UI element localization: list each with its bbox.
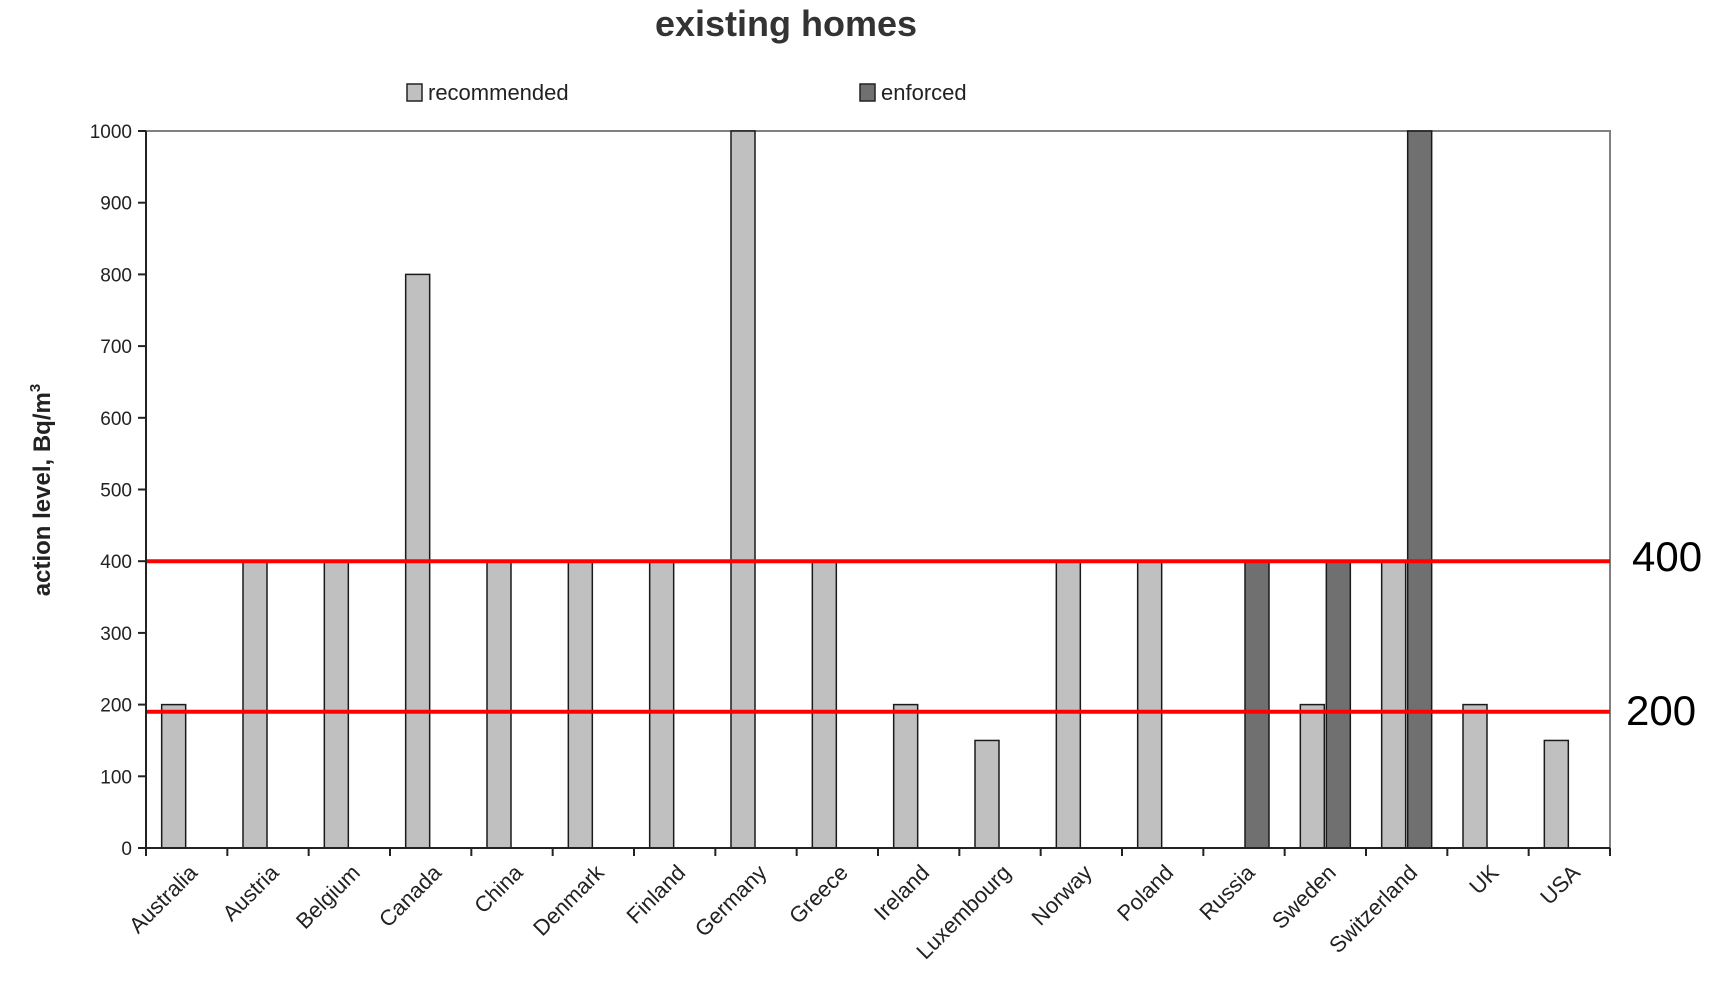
legend-swatch-enforced <box>859 83 876 102</box>
x-category-label: Germany <box>690 860 772 942</box>
bar-recommended-austria <box>242 560 268 849</box>
y-tick-label: 400 <box>100 552 132 573</box>
y-tick-label: 200 <box>100 696 132 717</box>
y-tick-label: 300 <box>100 624 132 645</box>
bar-enforced-russia <box>1244 560 1270 849</box>
y-tick-label: 600 <box>100 409 132 430</box>
y-axis-title-superscript: 3 <box>27 384 44 392</box>
legend-label-enforced: enforced <box>881 80 967 105</box>
bar-recommended-norway <box>1055 560 1082 849</box>
x-category-label: Ireland <box>869 860 934 925</box>
y-tick-label: 100 <box>100 767 132 788</box>
legend: recommended enforced <box>406 80 967 105</box>
reference-label-200: 200 <box>1626 687 1696 734</box>
x-category-label: Poland <box>1112 860 1178 926</box>
bar-recommended-china <box>486 560 512 849</box>
bar-recommended-belgium <box>323 560 350 849</box>
reference-label-400: 400 <box>1632 533 1702 580</box>
x-category-label: Belgium <box>291 860 365 934</box>
x-category-label: Greece <box>784 860 853 929</box>
x-category-label: Austria <box>217 859 284 926</box>
x-category-label: Finland <box>622 860 691 929</box>
bar-recommended-switzerland <box>1380 560 1407 849</box>
bar-recommended-sweden <box>1299 703 1326 849</box>
bar-recommended-luxembourg <box>974 739 1000 849</box>
x-category-label: UK <box>1464 860 1504 900</box>
bar-enforced-switzerland <box>1406 130 1433 849</box>
x-category-label: Switzerland <box>1324 860 1422 958</box>
bar-recommended-australia <box>160 703 187 849</box>
bars <box>160 130 1570 849</box>
x-category-label: China <box>469 859 528 918</box>
bar-enforced-sweden <box>1325 560 1352 849</box>
x-category-label: Denmark <box>528 859 609 940</box>
bar-recommended-finland <box>648 560 675 849</box>
bar-recommended-poland <box>1136 560 1163 849</box>
x-category-label: Russia <box>1194 859 1260 925</box>
bar-recommended-ireland <box>892 703 919 849</box>
legend-swatch-recommended <box>406 83 423 102</box>
y-tick-label: 900 <box>100 194 132 215</box>
bar-recommended-denmark <box>567 560 594 849</box>
x-category-label: Sweden <box>1267 860 1341 934</box>
x-category-label: Australia <box>124 859 203 938</box>
bar-recommended-germany <box>730 130 756 849</box>
x-category-label: Norway <box>1026 860 1096 930</box>
y-axis-title-text: action level, Bq/m <box>29 392 56 596</box>
y-axis-ticks: 0 100 200 300 400 500 600 700 800 900 1000 <box>90 122 146 860</box>
legend-label-recommended: recommended <box>428 80 569 105</box>
bar-recommended-greece <box>811 560 838 849</box>
x-category-label: Canada <box>374 859 447 932</box>
y-tick-label: 500 <box>100 481 132 502</box>
bar-recommended-usa <box>1543 739 1570 849</box>
y-tick-label: 1000 <box>90 122 132 143</box>
reference-lines <box>146 559 1610 714</box>
chart-title: existing homes <box>655 3 917 44</box>
y-tick-label: 700 <box>100 337 132 358</box>
bar-recommended-uk <box>1462 703 1488 849</box>
y-tick-label: 0 <box>121 839 132 860</box>
x-axis-ticks: Australia Austria Belgium Canada China Denmar… <box>124 848 1611 964</box>
x-category-label: USA <box>1535 860 1585 910</box>
y-tick-label: 800 <box>100 265 132 286</box>
y-axis-title: action level, Bq/m3 <box>27 384 56 596</box>
